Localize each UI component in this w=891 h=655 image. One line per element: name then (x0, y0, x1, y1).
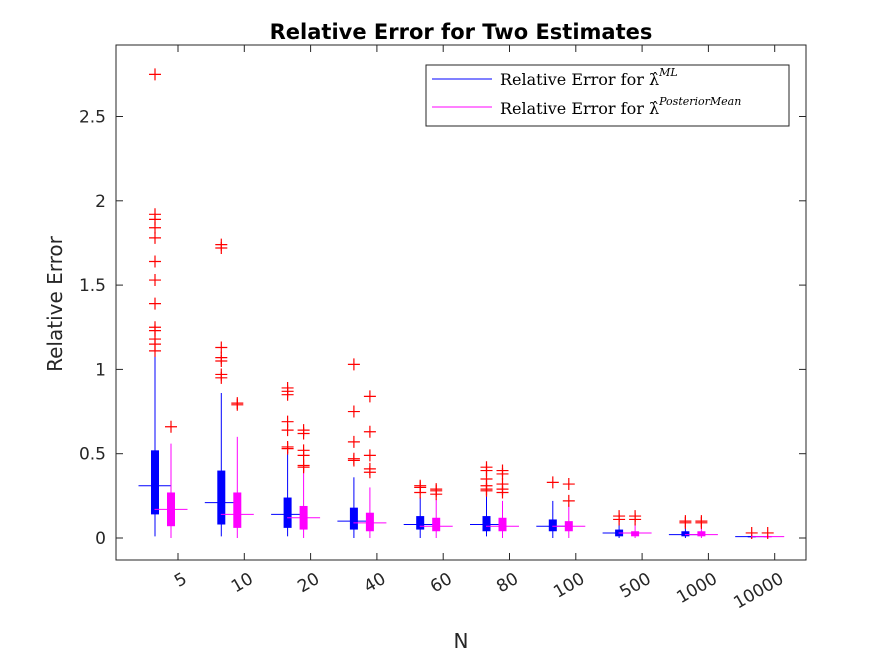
outlier-marker (347, 405, 360, 418)
y-tick-label: 2 (95, 192, 106, 212)
outlier-marker (149, 344, 161, 357)
outlier-marker (281, 442, 294, 455)
box-posteriormean-1000 (684, 515, 718, 538)
outlier-marker (695, 516, 708, 529)
chart-title: Relative Error for Two Estimates (270, 20, 653, 44)
box-ml-5 (138, 68, 172, 537)
outlier-marker (414, 486, 427, 499)
box-posteriormean-10000 (751, 526, 785, 539)
y-tick-label: 1.5 (79, 276, 106, 296)
box-iqr (151, 450, 159, 515)
box-posteriormean-40 (353, 390, 387, 538)
box-ml-40 (337, 358, 371, 538)
box-iqr (697, 531, 706, 537)
outlier-marker (347, 358, 360, 371)
legend-posterior-prefix: Relative Error for (500, 99, 649, 118)
y-axis-label: Relative Error (43, 235, 67, 372)
legend-ml-symbol: λ̂ (649, 70, 659, 89)
box-posteriormean-80 (486, 464, 519, 538)
outlier-marker (149, 297, 161, 310)
box-iqr (283, 497, 292, 528)
outlier-marker (613, 513, 626, 526)
legend-box (425, 64, 790, 127)
box-posteriormean-20 (287, 424, 321, 538)
box-iqr (365, 512, 374, 532)
box-iqr (349, 507, 358, 530)
box-ml-60 (403, 479, 437, 538)
outlier-marker (297, 427, 310, 440)
outlier-marker (281, 424, 294, 437)
box-iqr (631, 531, 640, 537)
y-axis-ticks: 0 0.5 1 1.5 2 2.5 (79, 108, 806, 549)
y-tick-label: 0.5 (79, 445, 106, 465)
outlier-marker (215, 371, 228, 384)
outlier-marker (363, 466, 376, 479)
outlier-marker (496, 467, 509, 480)
outlier-marker (496, 486, 509, 499)
outlier-marker (761, 526, 774, 539)
outlier-marker (281, 388, 294, 401)
box-posteriormean-100 (552, 478, 586, 538)
outlier-marker (347, 435, 360, 448)
outlier-marker (679, 516, 692, 529)
legend-posterior-superscript: PosteriorMean (658, 95, 741, 108)
box-iqr (498, 517, 507, 532)
legend-ml-prefix: Relative Error for (500, 70, 649, 89)
outlier-marker (165, 420, 177, 433)
outlier-marker (297, 449, 310, 462)
box-iqr (416, 516, 425, 530)
outlier-marker (363, 449, 376, 462)
legend-posterior-symbol: λ̂ (649, 99, 659, 118)
box-ml-80 (470, 461, 503, 537)
box-posteriormean-10 (220, 397, 254, 538)
outlier-marker (149, 255, 161, 268)
y-tick-label: 2.5 (79, 108, 106, 128)
outlier-marker (629, 513, 642, 526)
outlier-marker (297, 461, 310, 474)
outlier-marker (363, 425, 376, 438)
outlier-marker (149, 68, 161, 81)
outlier-marker (430, 488, 443, 501)
outlier-marker (231, 398, 244, 411)
axes-box (115, 44, 807, 561)
outlier-marker (149, 231, 161, 244)
y-tick-label: 0 (95, 529, 106, 549)
outlier-marker (562, 494, 575, 507)
legend-entry-posterior: Relative Error for λ̂PosteriorMean (500, 95, 741, 118)
box-posteriormean-500 (618, 510, 652, 538)
outlier-marker (546, 476, 559, 489)
y-tick-label: 1 (95, 360, 106, 380)
box-iqr (681, 531, 690, 537)
box-iqr (217, 470, 226, 525)
box-group (138, 68, 785, 539)
box-iqr (548, 519, 557, 532)
outlier-marker (562, 478, 575, 491)
outlier-marker (363, 390, 376, 403)
box-ml-10 (204, 238, 238, 537)
outlier-marker (215, 341, 228, 354)
x-axis-label: N (454, 629, 469, 653)
legend-ml-superscript: ML (658, 66, 678, 79)
legend: Relative Error for λ̂ML Relative Error f… (425, 64, 790, 127)
box-iqr (233, 492, 242, 528)
box-ml-20 (271, 381, 305, 537)
outlier-marker (215, 242, 228, 255)
outlier-marker (347, 454, 360, 467)
box-posteriormean-5 (154, 420, 188, 538)
outlier-marker (215, 354, 228, 367)
box-iqr (482, 516, 491, 532)
outlier-marker (480, 484, 493, 497)
legend-entry-ml: Relative Error for λ̂ML (500, 66, 678, 89)
plot-area (116, 45, 806, 560)
outlier-marker (149, 274, 161, 287)
box-iqr (432, 517, 441, 532)
box-posteriormean-60 (419, 483, 453, 538)
outlier-marker (149, 221, 161, 234)
